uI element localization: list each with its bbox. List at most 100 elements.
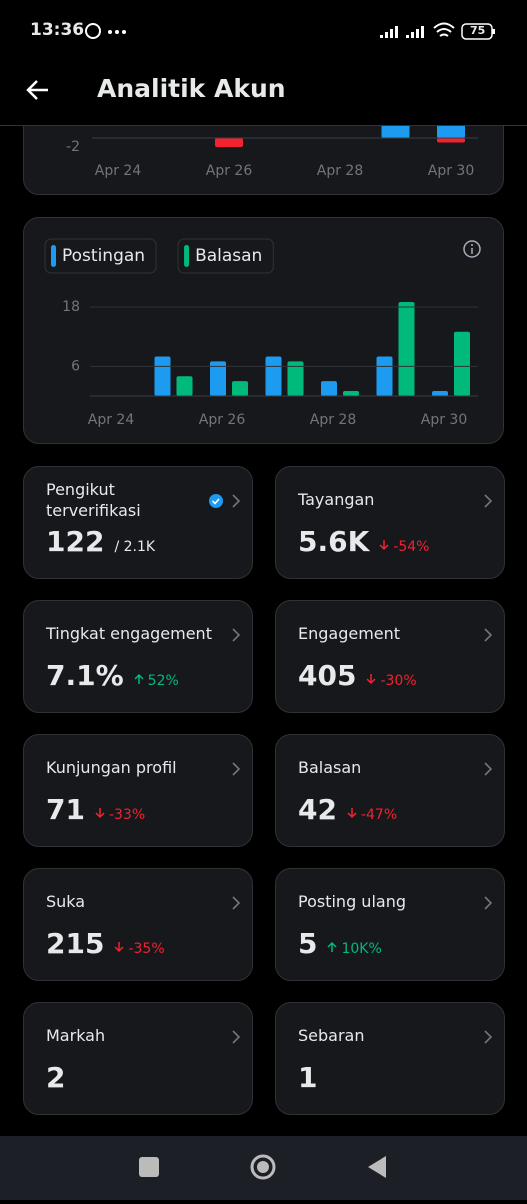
chevron	[484, 762, 493, 776]
chevron	[232, 762, 241, 776]
legend-label: Postingan	[62, 246, 145, 266]
legend-item	[177, 238, 274, 274]
bar	[154, 356, 171, 396]
chevron	[484, 1030, 493, 1044]
bar	[398, 302, 415, 396]
x-tick-label: Apr 26	[206, 163, 253, 179]
metric-card[interactable]: Balasan 42 -47%	[275, 734, 505, 847]
metric-card[interactable]: Sebaran 1	[275, 1002, 505, 1115]
trend-arrow	[347, 808, 357, 819]
metric-label: Engagement	[298, 624, 401, 643]
metric-number: 405	[298, 659, 357, 692]
metric-change: 10K%	[327, 941, 382, 957]
metric-value: 5 10K%	[298, 927, 382, 960]
metric-card[interactable]: Markah 2	[23, 1002, 253, 1115]
metric-label: Suka	[46, 892, 86, 911]
metric-number: 1	[298, 1061, 318, 1094]
clock: 13:36	[30, 20, 85, 40]
metric-change: -35%	[114, 941, 165, 957]
metric-label: Pengikut terverifikasi	[46, 480, 141, 520]
back-button[interactable]	[24, 76, 52, 104]
y-tick-label: 18	[62, 299, 80, 315]
metric-change: -33%	[95, 807, 145, 823]
metric-number: 215	[46, 927, 105, 960]
nav-bar	[0, 1136, 527, 1200]
bar	[265, 356, 282, 396]
metric-card[interactable]: Suka 215 -35%	[23, 868, 253, 981]
metric-label: Posting ulang	[298, 892, 406, 911]
nav-buttons	[139, 1154, 386, 1180]
metric-label: Tayangan	[298, 490, 375, 509]
trend-arrow	[134, 673, 144, 684]
legend-swatch	[51, 245, 56, 267]
metric-card[interactable]: Kunjungan profil 71 -33%	[23, 734, 253, 847]
metric-change: -54%	[379, 539, 429, 555]
bar	[232, 381, 248, 396]
bar	[176, 376, 193, 396]
metric-value: 405 -30%	[298, 659, 417, 692]
metric-change-text: 10K%	[341, 941, 382, 957]
system-icons	[380, 22, 495, 40]
legend-item	[44, 238, 157, 274]
metric-label: Tingkat engagement	[46, 624, 212, 643]
metric-change-text: -47%	[360, 807, 398, 823]
metric-total: / 2.1K	[114, 539, 156, 555]
x-tick-label: Apr 30	[421, 412, 467, 428]
trend-arrow	[114, 942, 124, 953]
info-icon[interactable]	[463, 240, 481, 258]
battery-level: 75	[470, 24, 486, 37]
metric-card[interactable]: Tingkat engagement 7.1% 52%	[23, 600, 253, 713]
metric-label: Sebaran	[298, 1026, 365, 1045]
chevron	[484, 628, 493, 642]
metric-card[interactable]: Posting ulang 5 10K%	[275, 868, 505, 981]
header: Analitik Akun	[0, 60, 527, 126]
metric-value: 215 -35%	[46, 927, 165, 960]
metric-number: 122	[46, 525, 105, 558]
y-tick-label: 6	[71, 358, 80, 374]
trend-arrow	[95, 808, 105, 819]
metric-card[interactable]: Pengikut terverifikasi 122 / 2.1K	[23, 466, 253, 579]
home-button[interactable]	[250, 1154, 276, 1180]
bar	[215, 138, 243, 147]
metric-number: 5	[298, 927, 318, 960]
chevron	[232, 896, 241, 910]
metric-change-text: -30%	[380, 673, 417, 689]
metric-value: 7.1% 52%	[46, 659, 179, 692]
recents-button[interactable]	[139, 1157, 159, 1177]
metric-value: 42 -47%	[298, 793, 397, 826]
y-tick-label: -2	[66, 139, 80, 155]
metric-number: 42	[298, 793, 337, 826]
x-tick-label: Apr 28	[310, 412, 356, 428]
metric-label: Kunjungan profil	[46, 758, 177, 777]
metric-card[interactable]: Tayangan 5.6K -54%	[275, 466, 505, 579]
trend-arrow	[327, 941, 338, 952]
metric-value: 122 / 2.1K	[46, 525, 155, 558]
status-icons	[85, 23, 126, 39]
bar	[432, 391, 448, 396]
metric-change-text: -54%	[393, 539, 430, 555]
metric-value: 5.6K -54%	[298, 525, 429, 558]
metric-change: 52%	[134, 673, 179, 689]
metric-card[interactable]: Engagement 405 -30%	[275, 600, 505, 713]
back-nav-button[interactable]	[368, 1156, 386, 1178]
bar	[287, 361, 304, 396]
metric-value: 71 -33%	[46, 793, 145, 826]
trend-arrow	[379, 540, 389, 551]
bar	[210, 361, 226, 396]
bar	[343, 391, 359, 396]
chevron	[232, 1030, 241, 1044]
metric-number: 2	[46, 1061, 66, 1094]
x-tick-label: Apr 28	[317, 163, 363, 179]
status-bar: 13:36 75	[0, 0, 527, 60]
legend-swatch	[184, 245, 190, 267]
bar	[454, 331, 470, 396]
metric-number: 71	[46, 793, 85, 826]
legend-label: Balasan	[195, 246, 262, 266]
x-tick-label: Apr 26	[199, 412, 246, 428]
chevron	[484, 494, 493, 508]
plot	[154, 302, 470, 396]
metric-change-text: -35%	[128, 941, 165, 957]
chart-card	[23, 217, 504, 444]
metric-number: 5.6K	[298, 525, 370, 558]
